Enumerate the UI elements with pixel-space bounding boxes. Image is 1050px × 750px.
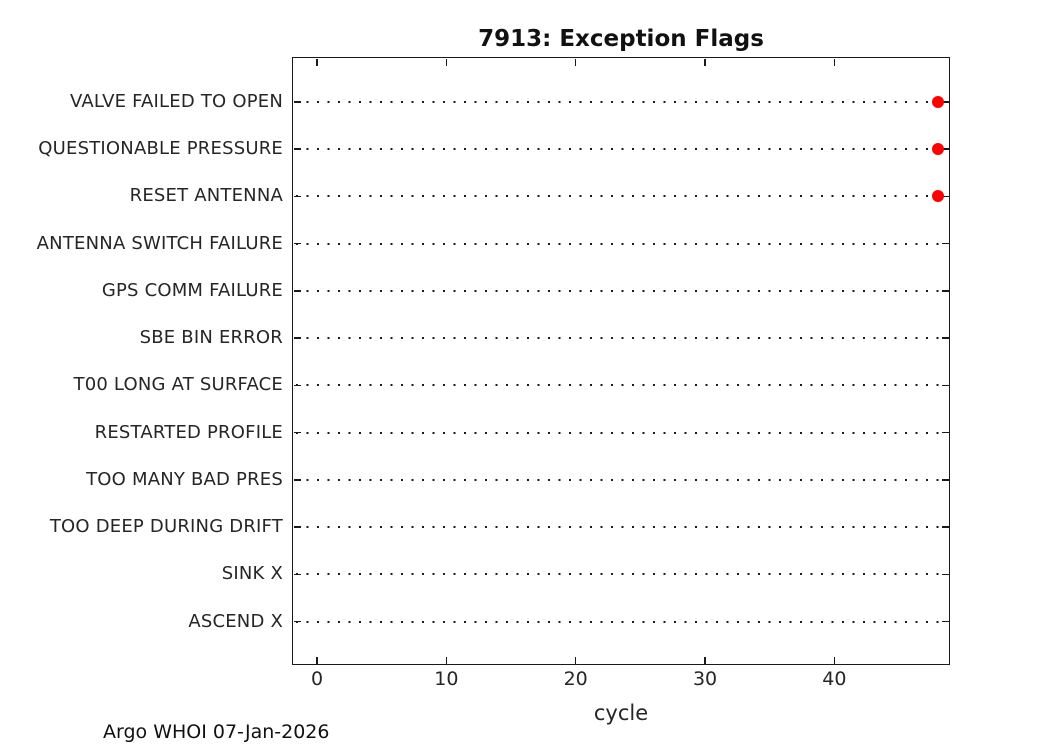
footer-caption: Argo WHOI 07-Jan-2026 <box>103 721 330 743</box>
x-tick-label: 0 <box>310 668 324 690</box>
y-axis-tick-right <box>941 290 949 292</box>
y-axis-tick-right <box>941 148 949 150</box>
x-axis-tick-top <box>316 58 318 66</box>
x-axis-tick-top <box>833 58 836 66</box>
dotted-gridline <box>296 620 944 623</box>
y-axis-tick-right <box>941 384 949 387</box>
y-axis-tick-left <box>293 148 301 150</box>
y-axis-label: SINK X <box>221 563 283 585</box>
chart-title: 7913: Exception Flags <box>478 26 764 52</box>
y-axis-label: TOO DEEP DURING DRIFT <box>49 516 283 538</box>
x-axis-tick-top <box>704 58 706 66</box>
y-axis-tick-right <box>941 195 949 198</box>
y-axis-tick-left <box>293 479 301 481</box>
dotted-gridline <box>296 526 944 529</box>
y-axis-tick-left <box>293 526 301 528</box>
x-axis-tick-bottom <box>574 656 577 664</box>
dotted-gridline <box>296 478 944 481</box>
y-axis-label: SBE BIN ERROR <box>139 327 283 349</box>
x-axis-tick-bottom <box>833 656 836 664</box>
data-point-marker <box>931 190 944 203</box>
x-tick-label: 40 <box>822 668 847 690</box>
x-tick-label: 30 <box>692 668 718 690</box>
y-axis-tick-right <box>941 526 949 528</box>
y-axis-tick-right <box>941 479 949 481</box>
dotted-gridline <box>296 573 944 576</box>
y-axis-label: T00 LONG AT SURFACE <box>73 374 283 396</box>
dotted-gridline <box>296 148 944 151</box>
y-axis-label: RESTARTED PROFILE <box>94 421 283 443</box>
x-axis-tick-bottom <box>704 656 706 664</box>
data-point-marker <box>931 95 944 108</box>
y-axis-tick-left <box>293 101 301 103</box>
y-axis-tick-left <box>293 620 301 623</box>
x-axis-tick-top <box>445 58 448 66</box>
x-axis-tick-top <box>574 58 577 66</box>
plot-area <box>292 57 950 665</box>
y-axis-label: ASCEND X <box>188 610 283 632</box>
y-axis-tick-left <box>293 573 301 576</box>
dotted-gridline <box>296 242 944 245</box>
dotted-gridline <box>296 289 944 292</box>
dotted-gridline <box>296 337 944 340</box>
y-axis-label: GPS COMM FAILURE <box>101 279 283 301</box>
y-axis-tick-left <box>293 195 301 198</box>
y-axis-tick-left <box>293 242 301 245</box>
y-axis-tick-right <box>941 620 949 623</box>
x-axis-tick-bottom <box>445 656 448 664</box>
data-point-marker <box>931 143 944 156</box>
y-axis-tick-left <box>293 290 301 292</box>
x-axis-label: cycle <box>593 701 649 725</box>
y-axis-label: ANTENNA SWITCH FAILURE <box>36 232 283 254</box>
y-axis-label: TOO MANY BAD PRES <box>86 468 283 490</box>
dotted-gridline <box>296 100 944 103</box>
y-axis-tick-right <box>941 242 949 245</box>
y-axis-label: QUESTIONABLE PRESSURE <box>38 138 283 160</box>
y-axis-tick-right <box>941 337 949 339</box>
dotted-gridline <box>296 195 944 198</box>
x-tick-label: 10 <box>434 668 459 690</box>
y-axis-tick-right <box>941 101 949 103</box>
y-axis-tick-right <box>941 431 949 434</box>
x-tick-label: 20 <box>563 668 588 690</box>
y-axis-tick-left <box>293 337 301 339</box>
y-axis-tick-left <box>293 431 301 434</box>
dotted-gridline <box>296 384 944 387</box>
x-axis-tick-bottom <box>316 656 318 664</box>
y-axis-tick-right <box>941 573 949 576</box>
y-axis-tick-left <box>293 384 301 387</box>
dotted-gridline <box>296 431 944 434</box>
y-axis-label: VALVE FAILED TO OPEN <box>70 90 283 112</box>
y-axis-label: RESET ANTENNA <box>129 185 283 207</box>
